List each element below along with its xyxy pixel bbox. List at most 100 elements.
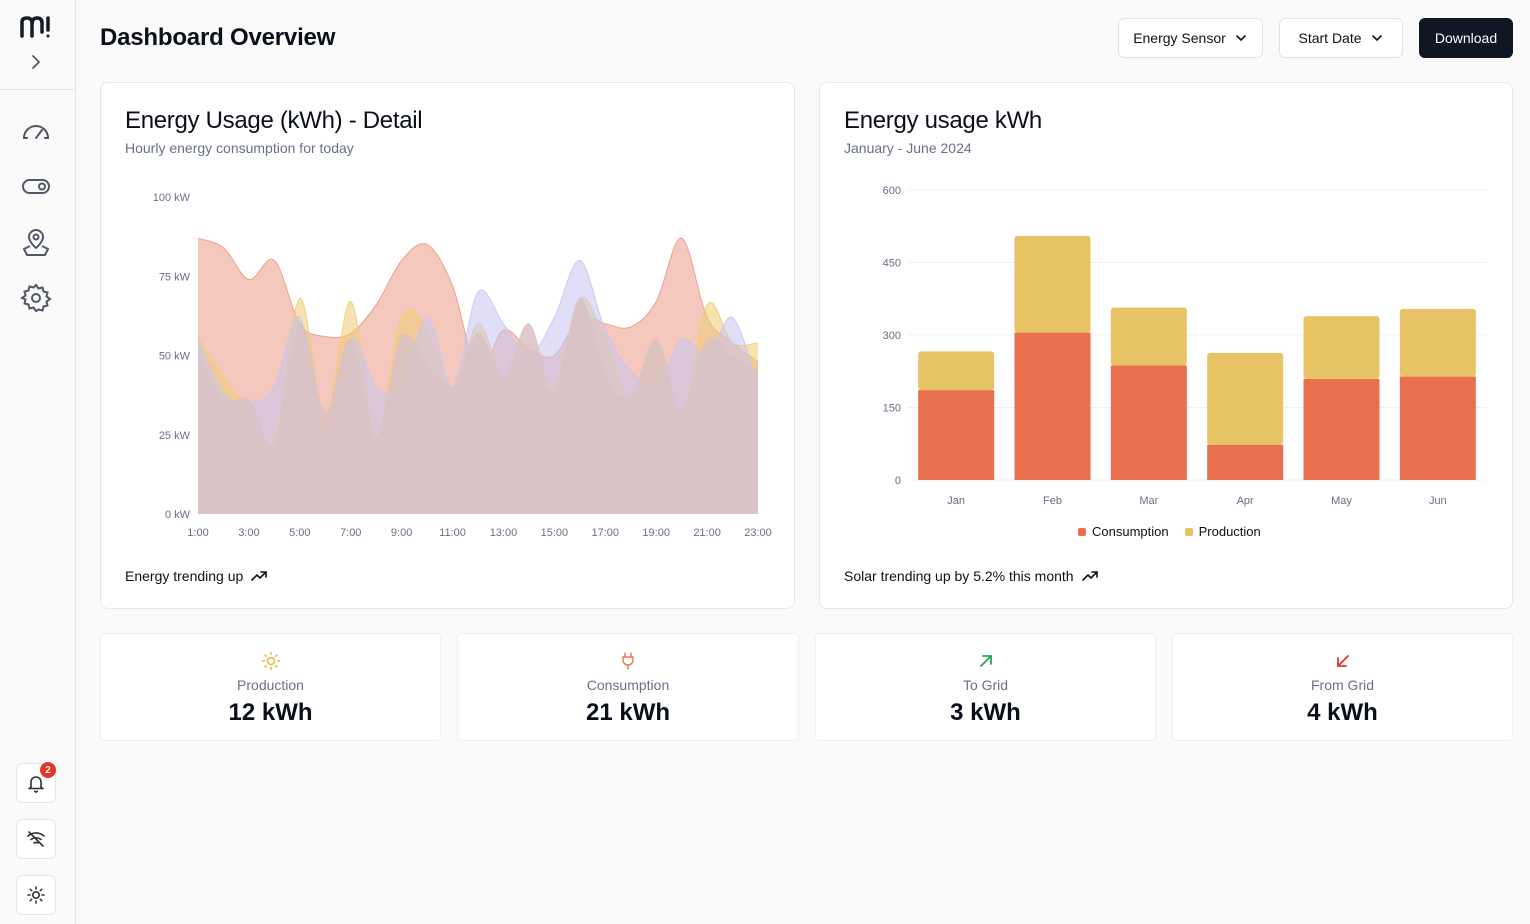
plug-icon [622, 652, 634, 670]
legend-swatch [1184, 527, 1193, 536]
wifi-off-icon [27, 831, 45, 847]
legend-item-consumption: Consumption [1078, 524, 1169, 539]
legend-swatch [1078, 527, 1086, 536]
sidebar-divider [0, 89, 76, 90]
energy-detail-card: Energy Usage (kWh) - Detail Hourly energ… [100, 82, 795, 609]
area-chart: 0 kW 25 kW 50 kW 75 kW 100 kW 1:00 3:00 5:00 7:0… [153, 192, 772, 539]
bar-consumption-apr[interactable] [1207, 444, 1284, 480]
energy-sensor-dropdown[interactable]: Energy Sensor [1118, 18, 1263, 58]
chevron-down-icon [1371, 35, 1382, 42]
stat-label: Consumption [586, 677, 670, 693]
y-tick-label: 0 [895, 475, 901, 487]
start-date-label: Start Date [1298, 30, 1362, 46]
x-tick-label: 9:00 [391, 527, 412, 539]
arrow-up-right-icon [979, 655, 992, 667]
bar-consumption-mar[interactable] [1110, 365, 1187, 480]
y-tick-label: 100 kW [153, 192, 191, 204]
bar-production-may[interactable] [1303, 316, 1380, 379]
x-tick-label: Jun [1429, 495, 1447, 507]
sidebar: 2 [0, 0, 76, 924]
notifications-button[interactable]: 2 [16, 762, 56, 803]
card-footer: Energy trending up [125, 568, 268, 584]
stat-label: To Grid [962, 677, 1009, 693]
area-series-3 [198, 298, 758, 514]
card-title: Energy usage kWh [844, 107, 1042, 134]
stat-production: Production 12 kWh [100, 633, 441, 741]
energy-monthly-card: Energy usage kWh January - June 2024 0 15… [819, 82, 1513, 609]
start-date-dropdown[interactable]: Start Date [1279, 18, 1403, 58]
logo-icon[interactable] [18, 14, 54, 40]
x-tick-label: 13:00 [490, 527, 518, 539]
x-tick-label: 5:00 [289, 527, 310, 539]
bell-icon [27, 776, 45, 793]
card-footer: Solar trending up by 5.2% this month [844, 568, 1098, 584]
y-tick-label: 300 [883, 330, 901, 342]
trending-up-icon [1081, 571, 1098, 581]
stat-label: Production [237, 677, 304, 693]
download-button[interactable]: Download [1419, 18, 1513, 58]
x-tick-label: Jan [947, 495, 965, 507]
x-tick-label: Feb [1043, 495, 1062, 507]
theme-toggle-button[interactable] [16, 875, 56, 915]
map-pin-icon[interactable] [20, 226, 52, 258]
x-tick-label: 11:00 [439, 527, 466, 539]
x-tick-label: May [1331, 495, 1352, 507]
bar-production-jun[interactable] [1399, 308, 1476, 377]
arrow-down-left-icon [1336, 655, 1349, 667]
x-tick-label: 1:00 [187, 527, 208, 539]
stat-value: 12 kWh [228, 699, 313, 726]
chevron-down-icon [1235, 35, 1246, 42]
stat-value: 3 kWh [950, 699, 1021, 726]
sun-icon [261, 651, 280, 671]
bar-consumption-may[interactable] [1303, 378, 1380, 480]
card-title: Energy Usage (kWh) - Detail [125, 107, 423, 134]
page-title: Dashboard Overview [100, 24, 336, 51]
x-tick-label: 17:00 [592, 527, 620, 539]
trend-text: Solar trending up by 5.2% this month [844, 568, 1074, 584]
bar-production-apr[interactable] [1207, 352, 1284, 445]
x-tick-label: Apr [1237, 495, 1254, 507]
gear-icon[interactable] [20, 282, 52, 314]
wifi-off-button[interactable] [16, 819, 56, 859]
notification-badge: 2 [40, 762, 56, 778]
bar-consumption-jan[interactable] [918, 390, 995, 480]
trend-text: Energy trending up [125, 568, 244, 584]
chart-legend: Consumption Production [1078, 524, 1261, 539]
y-tick-label: 150 [883, 403, 901, 415]
x-tick-label: 19:00 [642, 527, 670, 539]
y-tick-label: 600 [883, 185, 901, 197]
stat-value: 21 kWh [585, 699, 671, 726]
card-subtitle: January - June 2024 [844, 140, 972, 156]
stat-to-grid: To Grid 3 kWh [815, 633, 1156, 741]
legend-item-production: Production [1184, 524, 1261, 539]
stat-label: From Grid [1311, 677, 1374, 693]
card-subtitle: Hourly energy consumption for today [125, 140, 354, 156]
x-tick-label: 15:00 [541, 527, 569, 539]
dashboard-icon[interactable] [20, 116, 52, 148]
bar-consumption-feb[interactable] [1014, 332, 1091, 480]
trending-up-icon [251, 571, 268, 581]
bar-chart: 0 150 300 450 600 Jan Feb Mar Apr May Jun [883, 185, 1486, 507]
x-tick-label: 23:00 [744, 527, 772, 539]
area-line-3 [197, 297, 759, 447]
bar-production-mar[interactable] [1110, 307, 1187, 366]
stat-consumption: Consumption 21 kWh [457, 633, 799, 741]
y-tick-label: 50 kW [159, 351, 191, 363]
energy-sensor-label: Energy Sensor [1133, 30, 1226, 46]
x-tick-label: 3:00 [238, 527, 259, 539]
bar-production-jan[interactable] [918, 351, 995, 391]
x-tick-label: 21:00 [693, 527, 721, 539]
stat-value: 4 kWh [1307, 699, 1378, 726]
y-tick-label: 450 [883, 258, 901, 270]
sun-icon [27, 886, 45, 904]
toggle-icon[interactable] [20, 170, 52, 202]
x-tick-label: Mar [1139, 495, 1158, 507]
y-tick-label: 75 kW [159, 271, 191, 283]
download-label: Download [1434, 30, 1498, 46]
chevron-right-icon[interactable] [26, 52, 46, 72]
x-tick-label: 7:00 [340, 527, 361, 539]
y-tick-label: 25 kW [159, 430, 191, 442]
stat-from-grid: From Grid 4 kWh [1172, 633, 1513, 741]
bar-consumption-jun[interactable] [1399, 376, 1476, 480]
bar-production-feb[interactable] [1014, 235, 1091, 333]
